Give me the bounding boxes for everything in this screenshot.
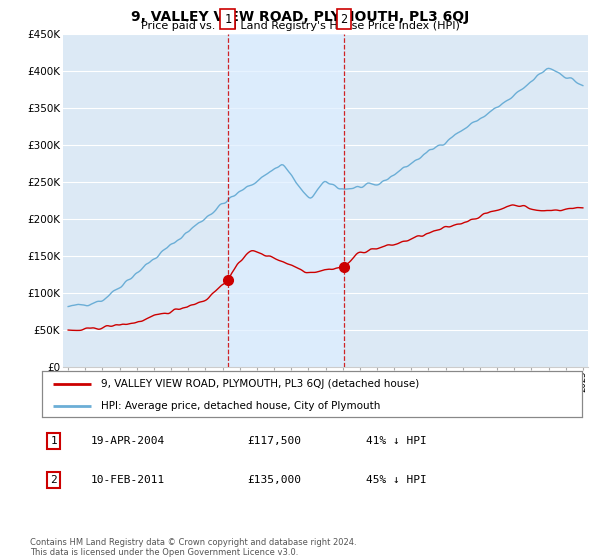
Text: HPI: Average price, detached house, City of Plymouth: HPI: Average price, detached house, City… [101,401,381,410]
Text: Contains HM Land Registry data © Crown copyright and database right 2024.
This d: Contains HM Land Registry data © Crown c… [30,538,356,557]
Text: 19-APR-2004: 19-APR-2004 [91,436,165,446]
Text: 1: 1 [50,436,57,446]
Text: 9, VALLEY VIEW ROAD, PLYMOUTH, PL3 6QJ (detached house): 9, VALLEY VIEW ROAD, PLYMOUTH, PL3 6QJ (… [101,379,419,389]
Text: £117,500: £117,500 [247,436,301,446]
Text: 10-FEB-2011: 10-FEB-2011 [91,475,165,484]
Text: 9, VALLEY VIEW ROAD, PLYMOUTH, PL3 6QJ: 9, VALLEY VIEW ROAD, PLYMOUTH, PL3 6QJ [131,10,469,24]
Text: £135,000: £135,000 [247,475,301,484]
Text: 41% ↓ HPI: 41% ↓ HPI [366,436,427,446]
Text: 2: 2 [340,12,347,26]
Text: 2: 2 [50,475,57,484]
Text: 45% ↓ HPI: 45% ↓ HPI [366,475,427,484]
Bar [228,34,344,367]
Text: Price paid vs. HM Land Registry's House Price Index (HPI): Price paid vs. HM Land Registry's House … [140,21,460,31]
Text: 1: 1 [224,12,231,26]
